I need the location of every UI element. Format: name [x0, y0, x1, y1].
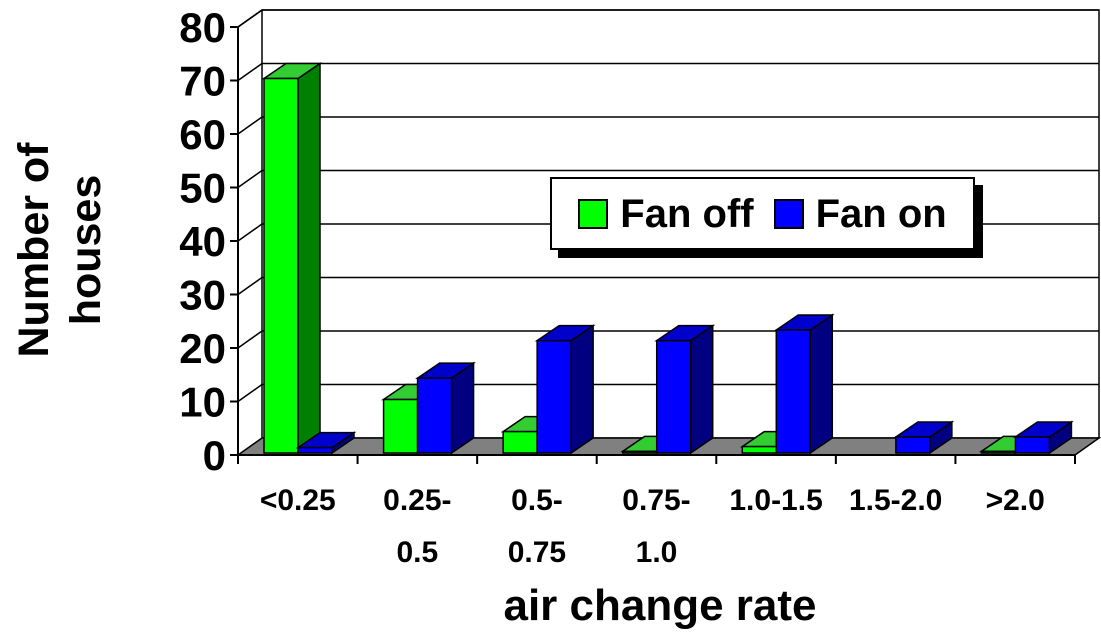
legend-label-fan-on: Fan on — [815, 191, 947, 236]
y-tick-label: 20 — [179, 325, 226, 372]
x-tick-label: 0.75-1.0 — [622, 484, 690, 569]
bar-front — [980, 450, 1017, 454]
x-axis-title: air change rate — [503, 581, 817, 630]
bar-front — [297, 446, 333, 454]
y-tick-label: 0 — [203, 432, 226, 479]
bar-side — [570, 324, 594, 455]
gridline-side — [237, 223, 263, 242]
legend-item-fan-off: Fan off — [578, 191, 754, 237]
gridline-side — [237, 169, 263, 189]
gridline-side — [237, 116, 263, 135]
x-tick-label: 1.5-2.0 — [849, 484, 942, 517]
bar-front — [1014, 436, 1051, 454]
bar-front — [536, 339, 572, 454]
bar-front — [416, 377, 453, 454]
x-tick-label: 0.5-0.75 — [508, 484, 566, 569]
bar-fan-on-6 — [1012, 420, 1074, 455]
bar-fan-off-0 — [261, 62, 323, 455]
gridline-side — [237, 276, 263, 296]
x-tick-label: <0.25 — [260, 484, 336, 517]
legend-swatch-fan-on — [773, 198, 804, 229]
bar-fan-on-1 — [415, 361, 477, 455]
bar-fan-on-0 — [295, 431, 357, 455]
bar-side — [809, 313, 834, 455]
bar-front — [382, 398, 419, 454]
y-tick-label: 40 — [179, 218, 226, 265]
x-tick-label: >2.0 — [986, 484, 1045, 517]
y-tick-label: 10 — [179, 379, 226, 426]
x-tick-label: 0.25-0.5 — [383, 484, 451, 569]
bar-fan-on-2 — [534, 324, 596, 455]
legend-swatch-fan-off — [578, 198, 609, 229]
bar-fan-on-4 — [773, 313, 835, 455]
bar-front — [775, 329, 812, 454]
bar-front — [263, 77, 299, 454]
bar-front — [502, 430, 538, 454]
legend-label-fan-off: Fan off — [620, 191, 754, 236]
legend-item-fan-on: Fan on — [773, 191, 947, 237]
gridline-side — [237, 330, 263, 349]
y-tick-label: 70 — [179, 58, 226, 105]
gridline-side — [237, 62, 263, 82]
y-tick-label: 60 — [179, 111, 226, 158]
bar-fan-on-5 — [893, 420, 955, 455]
legend: Fan off Fan on — [550, 177, 975, 250]
bar-front — [655, 339, 692, 454]
bar-front — [621, 450, 658, 454]
bar-fan-on-3 — [654, 324, 716, 455]
y-tick-label: 80 — [179, 4, 226, 51]
bar-side — [297, 62, 321, 455]
y-tick-label: 50 — [179, 165, 226, 212]
gridline-side — [237, 383, 263, 403]
bar-front — [741, 445, 778, 454]
gridline-side — [237, 9, 263, 28]
y-tick-label: 30 — [179, 272, 226, 319]
bar-side — [689, 324, 714, 455]
x-tick-label: 1.0-1.5 — [729, 484, 822, 517]
bar-front — [895, 436, 931, 454]
